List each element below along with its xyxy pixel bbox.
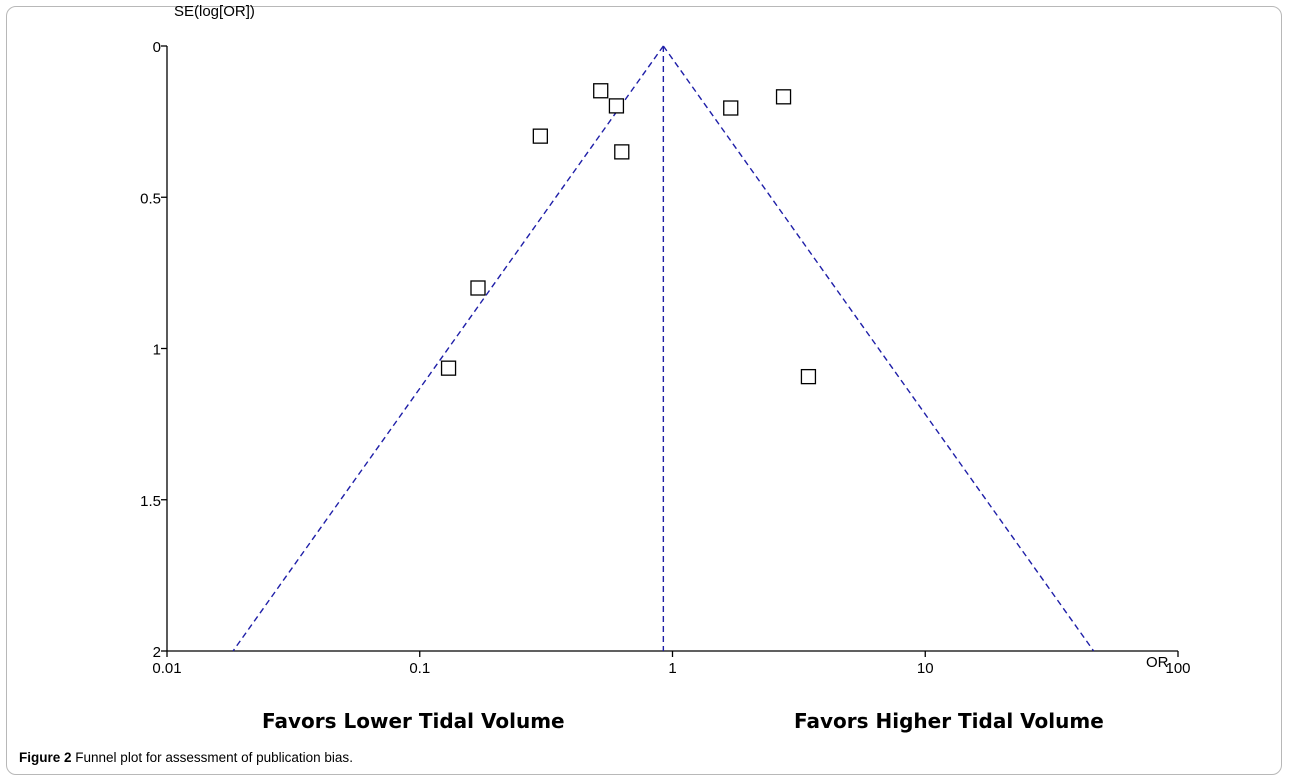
y-tick-label: 1.5 — [140, 493, 161, 510]
y-tick-label: 0.5 — [140, 190, 161, 207]
x-tick-label: 0.1 — [409, 660, 430, 677]
x-tick-label: 0.01 — [152, 660, 181, 677]
caption-text: Funnel plot for assessment of publicatio… — [75, 750, 350, 765]
study-point — [800, 368, 817, 385]
y-axis-label: SE(log[OR]) — [174, 3, 255, 20]
data-points — [440, 83, 817, 385]
caption-label: Figure 2 — [19, 750, 72, 765]
study-point — [440, 360, 457, 376]
favors-lower-label: Favors Lower Tidal Volume — [262, 709, 565, 733]
funnel-lines — [232, 45, 1095, 652]
y-tick-label: 2 — [153, 644, 161, 661]
axes: 0 0.5 1 1.5 20.01 0.1 1 10 100 — [140, 39, 1190, 677]
study-point — [470, 280, 486, 296]
study-point — [608, 98, 625, 114]
upper-limit-line — [662, 45, 1095, 652]
study-point — [593, 83, 609, 99]
y-tick-label: 0 — [153, 39, 161, 56]
x-tick-label: 1 — [668, 660, 676, 677]
x-tick-label: 10 — [917, 660, 934, 677]
study-point — [775, 89, 792, 105]
study-point — [614, 144, 630, 160]
x-tick-label: 100 — [1165, 660, 1190, 677]
study-point — [723, 100, 739, 116]
favors-higher-label: Favors Higher Tidal Volume — [794, 709, 1104, 733]
figure-caption: Figure 2 Funnel plot for assessment of p… — [19, 750, 353, 765]
figure-frame — [6, 6, 1282, 775]
funnel-plot: 0 0.5 1 1.5 20.01 0.1 1 10 100 SE(log[OR]) OR — [140, 3, 1190, 677]
lower-limit-line — [232, 45, 664, 652]
study-point — [532, 128, 548, 144]
y-tick-label: 1 — [153, 342, 161, 359]
x-axis-label: OR — [1146, 654, 1169, 671]
